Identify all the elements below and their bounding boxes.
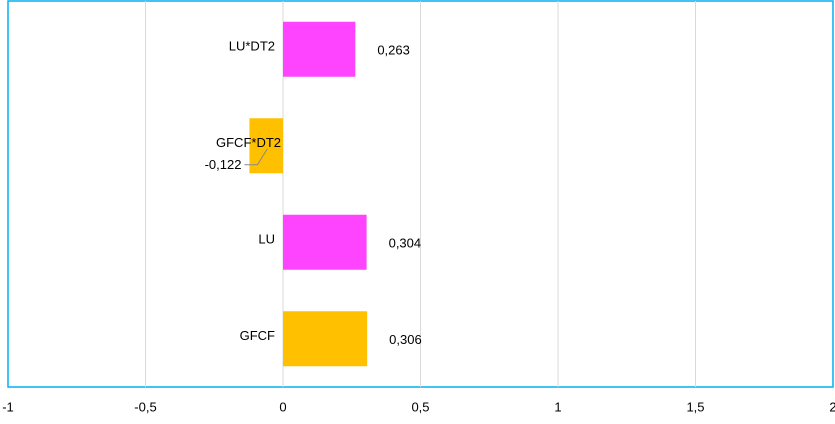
x-tick-label: -0,5	[134, 399, 156, 414]
x-tick-label: 0,5	[411, 399, 429, 414]
category-label: LU*DT2	[229, 39, 275, 54]
x-tick-label: 1,5	[686, 399, 704, 414]
x-tick-label: 2	[829, 399, 835, 414]
value-label: 0,263	[377, 43, 410, 58]
category-label: GFCF	[240, 328, 275, 343]
bar	[283, 311, 368, 367]
category-label: LU	[258, 232, 275, 247]
x-tick-label: 0	[279, 399, 286, 414]
x-tick-label: 1	[554, 399, 561, 414]
value-label: 0,306	[389, 332, 422, 347]
bar	[283, 21, 356, 77]
value-label: -0,122	[205, 157, 242, 172]
x-tick-label: -1	[2, 399, 14, 414]
bar	[283, 214, 367, 270]
bar	[249, 118, 283, 174]
category-label: GFCF*DT2	[216, 135, 281, 150]
leader-line	[244, 148, 268, 166]
value-label: 0,304	[389, 236, 422, 251]
